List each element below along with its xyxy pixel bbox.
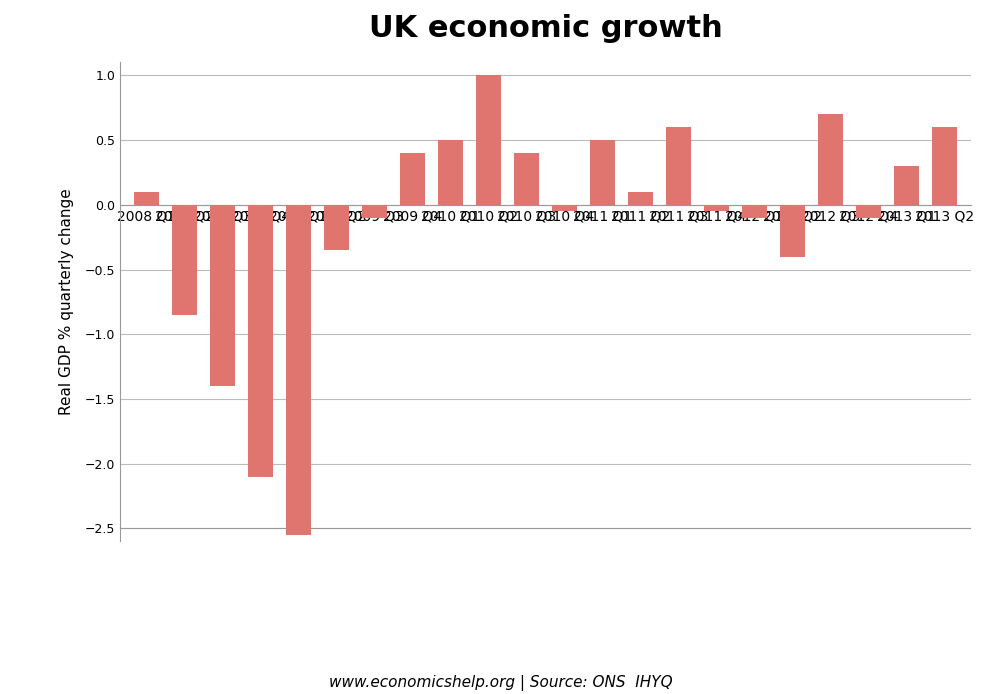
Bar xyxy=(438,140,462,205)
Bar xyxy=(324,205,349,250)
Bar xyxy=(856,205,881,218)
Bar xyxy=(476,76,500,205)
Bar xyxy=(134,192,159,205)
Bar xyxy=(286,205,311,535)
Bar xyxy=(742,205,767,218)
Bar xyxy=(362,205,387,218)
Bar xyxy=(515,153,539,205)
Bar xyxy=(780,205,805,257)
Bar xyxy=(629,192,653,205)
Bar xyxy=(666,127,691,205)
Title: UK economic growth: UK economic growth xyxy=(368,15,723,44)
Bar xyxy=(894,166,919,205)
Bar xyxy=(400,153,425,205)
Bar xyxy=(172,205,197,315)
Bar xyxy=(591,140,615,205)
Bar xyxy=(704,205,729,211)
Bar xyxy=(553,205,577,211)
Bar xyxy=(248,205,273,477)
Text: www.economicshelp.org | Source: ONS  IHYQ: www.economicshelp.org | Source: ONS IHYQ xyxy=(328,675,673,691)
Y-axis label: Real GDP % quarterly change: Real GDP % quarterly change xyxy=(59,189,74,415)
Bar xyxy=(932,127,957,205)
Bar xyxy=(818,115,843,205)
Bar xyxy=(210,205,235,386)
